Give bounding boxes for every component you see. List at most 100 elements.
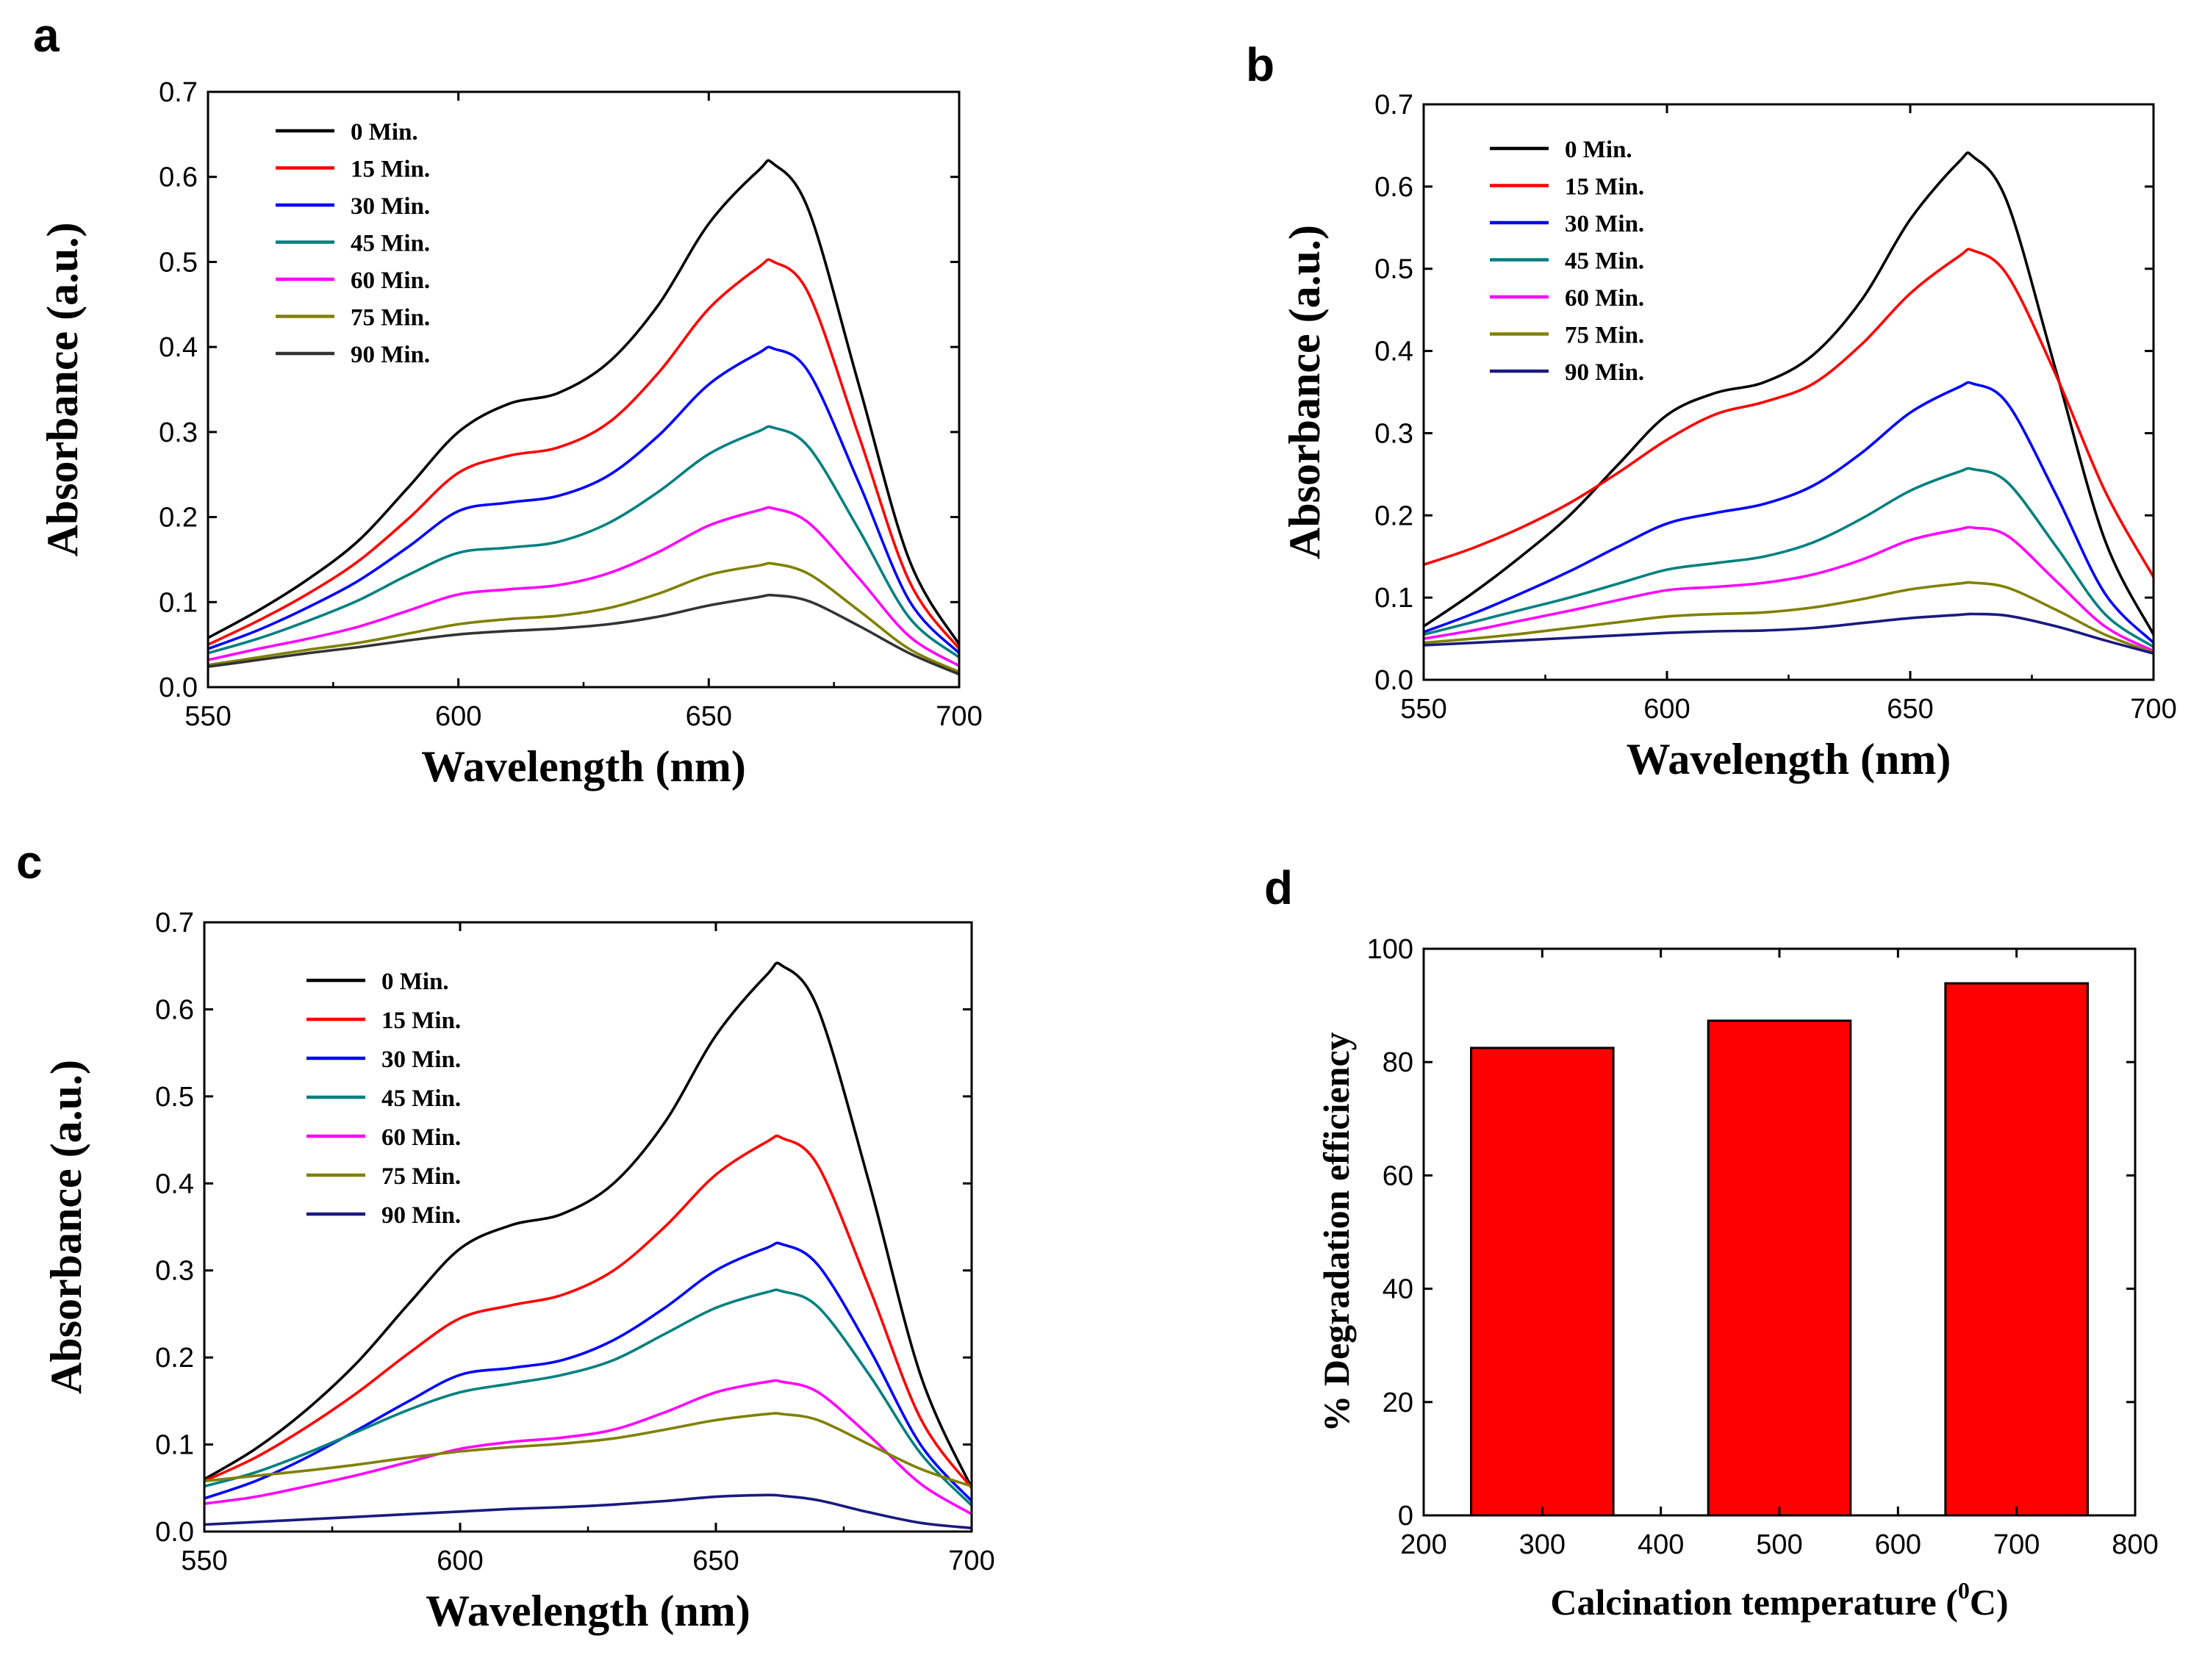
legend-label: 30 Min. xyxy=(351,193,430,220)
x-tick-label: 600 xyxy=(1643,694,1690,725)
x-axis-title: Wavelength (nm) xyxy=(421,742,746,791)
x-tick-label: 650 xyxy=(1887,694,1933,725)
x-tick-label: 300 xyxy=(1519,1529,1566,1560)
panel-letter-a: a xyxy=(33,9,60,62)
y-tick-label: 0.7 xyxy=(155,908,194,938)
legend-label: 0 Min. xyxy=(381,969,449,995)
x-tick-label: 550 xyxy=(1400,694,1446,725)
series-line-60-min xyxy=(204,1379,972,1515)
x-tick-label: 600 xyxy=(1875,1529,1921,1560)
legend-label: 90 Min. xyxy=(1565,359,1644,386)
legend-label: 60 Min. xyxy=(381,1124,461,1151)
y-tick-label: 0.5 xyxy=(159,247,198,278)
legend-label: 30 Min. xyxy=(381,1047,461,1073)
y-tick-label: 40 xyxy=(1383,1274,1413,1305)
series-line-30-min xyxy=(1423,381,2155,644)
bar-300 xyxy=(1470,1047,1615,1517)
panel-c: c 0 Min. 15 Min. 30 Min. 45 Min. 60 Min. 75 Mi… xyxy=(16,836,995,1635)
legend-label: 90 Min. xyxy=(351,342,430,368)
series-line-45-min xyxy=(207,425,961,658)
y-tick-label: 0.4 xyxy=(1374,337,1413,367)
series-line-75-min xyxy=(204,1412,972,1488)
panel-letter-b: b xyxy=(1246,38,1274,91)
legend-label: 60 Min. xyxy=(1565,285,1644,312)
panel-a: a 0 Min. 15 Min. 30 Min. 45 Min. 60 Min. 75 Mi… xyxy=(33,9,983,791)
y-axis-title: Absorbance (a.u.) xyxy=(42,1060,90,1394)
x-tick-label: 600 xyxy=(437,1546,483,1576)
series-line-0-min xyxy=(204,961,973,1489)
series-line-30-min xyxy=(207,345,961,654)
y-axis-title: Absorbance (a.u.) xyxy=(1280,225,1329,559)
y-tick-label: 60 xyxy=(1383,1160,1413,1191)
x-tick-label: 700 xyxy=(948,1546,994,1576)
y-tick-label: 80 xyxy=(1383,1047,1413,1078)
panel-b: b 0 Min. 15 Min. 30 Min. 45 Min. 60 Min. 75 Mi… xyxy=(1246,38,2177,783)
y-tick-label: 0.7 xyxy=(159,77,198,108)
x-tick-label: 650 xyxy=(686,701,732,732)
y-axis-title: Absorbance (a.u.) xyxy=(38,222,87,556)
series-line-45-min xyxy=(1423,467,2155,648)
x-tick-label: 550 xyxy=(181,1546,227,1576)
x-axis-title: Wavelength (nm) xyxy=(1627,735,1951,783)
legend-label: 60 Min. xyxy=(351,268,430,294)
x-axis-title: Wavelength (nm) xyxy=(426,1587,750,1635)
y-tick-label: 100 xyxy=(1367,934,1413,965)
panel-letter-d: d xyxy=(1264,861,1293,914)
legend-label: 45 Min. xyxy=(351,231,430,257)
y-tick-label: 0.5 xyxy=(155,1082,194,1113)
y-tick-label: 20 xyxy=(1383,1388,1413,1418)
series-line-90-min xyxy=(1423,612,2154,655)
x-tick-label: 700 xyxy=(2130,694,2176,725)
x-axis-title-end: C) xyxy=(1970,1582,2009,1623)
y-tick-label: 0.0 xyxy=(155,1517,194,1548)
bar-700 xyxy=(1944,982,2089,1517)
x-tick-label: 550 xyxy=(184,701,231,732)
y-tick-label: 0.0 xyxy=(1374,665,1413,696)
y-tick-label: 0 xyxy=(1398,1501,1413,1532)
series-line-15-min xyxy=(204,1134,973,1489)
legend-label: 15 Min. xyxy=(381,1008,461,1034)
y-tick-label: 0.6 xyxy=(155,994,194,1025)
legend-label: 15 Min. xyxy=(351,157,430,183)
legend-label: 0 Min. xyxy=(1565,137,1632,163)
series-line-90-min xyxy=(204,1493,972,1530)
series-line-60-min xyxy=(207,506,960,667)
x-tick-label: 500 xyxy=(1756,1529,1802,1560)
series-line-15-min xyxy=(207,258,961,650)
y-tick-label: 0.7 xyxy=(1374,90,1413,121)
y-tick-label: 0.2 xyxy=(159,503,198,534)
x-axis-title-superscript: 0 xyxy=(1958,1577,1970,1604)
series-line-0-min xyxy=(207,159,961,646)
y-tick-label: 0.2 xyxy=(155,1343,194,1374)
y-tick-label: 0.6 xyxy=(1374,172,1413,203)
y-tick-label: 0.1 xyxy=(1374,583,1413,614)
series-line-0-min xyxy=(1422,151,2155,636)
y-tick-label: 0.2 xyxy=(1374,500,1413,531)
x-tick-label: 700 xyxy=(936,701,982,732)
x-tick-label: 200 xyxy=(1400,1529,1446,1560)
x-axis-title: Calcination temperature (0C) xyxy=(1550,1577,2008,1623)
legend-label: 75 Min. xyxy=(381,1163,461,1190)
x-tick-label: 600 xyxy=(435,701,481,732)
legend-label: 30 Min. xyxy=(1565,211,1644,237)
panel-d: d 200 300 400 500 600 700 800 0 20 40 60 80 100 Calcin… xyxy=(1264,861,2159,1623)
y-tick-label: 0.6 xyxy=(159,162,198,193)
legend-label: 90 Min. xyxy=(381,1202,461,1229)
legend-label: 45 Min. xyxy=(381,1085,461,1112)
series-line-45-min xyxy=(204,1288,973,1507)
x-tick-label: 700 xyxy=(1993,1529,2040,1560)
series-line-15-min xyxy=(1423,248,2155,578)
y-tick-label: 0.0 xyxy=(159,672,198,703)
x-tick-label: 800 xyxy=(2112,1529,2158,1560)
legend-label: 0 Min. xyxy=(351,119,418,146)
series-line-75-min xyxy=(1423,581,2154,654)
x-tick-label: 650 xyxy=(692,1546,739,1576)
y-tick-label: 0.1 xyxy=(155,1430,194,1461)
series-line-60-min xyxy=(1423,525,2154,653)
legend-label: 75 Min. xyxy=(1565,323,1644,349)
y-tick-label: 0.3 xyxy=(159,417,198,448)
y-tick-label: 0.3 xyxy=(1374,418,1413,449)
bar-500 xyxy=(1707,1019,1852,1517)
